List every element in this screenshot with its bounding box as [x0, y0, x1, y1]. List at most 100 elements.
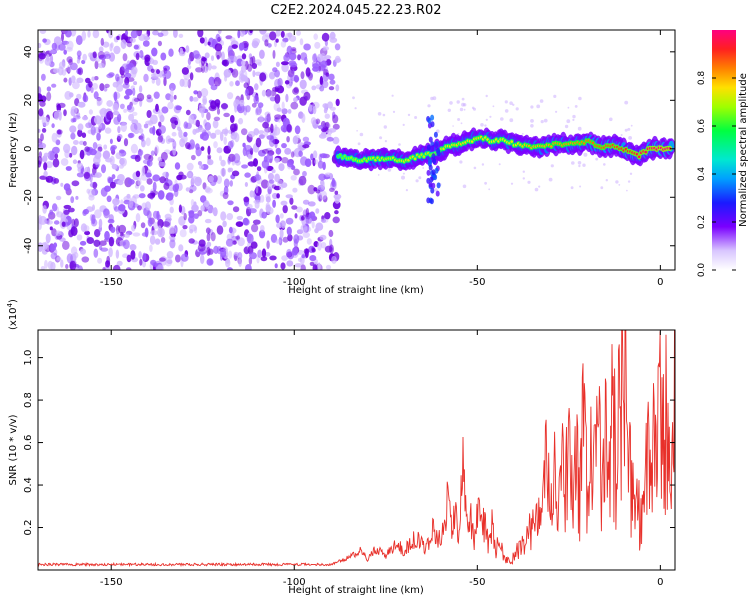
snr-y-axis-label: SNR (10 * v/v)	[8, 414, 19, 485]
noise-blob	[183, 131, 188, 137]
noise-blob	[112, 102, 119, 112]
noise-blob	[236, 215, 243, 221]
noise-blob	[293, 238, 298, 249]
noise-blob	[129, 244, 137, 251]
noise-blob	[322, 80, 329, 89]
noise-blob	[92, 51, 97, 59]
noise-blob	[329, 37, 338, 43]
noise-blob	[157, 40, 162, 47]
ridge-core	[637, 155, 641, 159]
noise-blob	[304, 248, 309, 259]
noise-blob	[82, 53, 87, 62]
sparse-blob	[509, 101, 513, 105]
noise-blob	[262, 121, 269, 129]
noise-blob	[169, 95, 174, 103]
noise-blob	[276, 85, 285, 94]
sparse-blob	[498, 163, 501, 166]
sparse-blob	[572, 118, 575, 121]
noise-blob	[278, 163, 285, 172]
snr-frame	[37, 329, 676, 571]
noise-blob	[287, 109, 292, 114]
noise-blob	[261, 159, 270, 169]
noise-blob	[185, 187, 190, 192]
noise-blob	[109, 181, 116, 189]
noise-blob	[158, 161, 167, 167]
noise-blob	[38, 42, 42, 49]
noise-blob	[98, 46, 104, 53]
noise-blob	[169, 239, 176, 249]
noise-blob	[110, 42, 114, 48]
sparse-blob	[447, 108, 451, 113]
noise-blob	[164, 256, 173, 267]
noise-blob	[215, 33, 221, 43]
noise-blob	[329, 106, 336, 111]
noise-blob	[134, 154, 141, 162]
noise-blob	[76, 93, 82, 100]
noise-blob	[52, 146, 60, 154]
sparse-blob	[609, 117, 613, 122]
y-tick-label: 0	[23, 146, 34, 152]
noise-blob	[51, 83, 57, 88]
noise-blob	[102, 150, 111, 160]
sparse-blob	[577, 126, 582, 131]
noise-blob	[229, 180, 233, 187]
noise-blob	[312, 150, 318, 159]
noise-blob	[238, 73, 246, 83]
noise-blob	[88, 52, 93, 58]
noise-blob	[243, 82, 249, 89]
noise-blob	[69, 125, 77, 133]
sparse-blob	[626, 189, 628, 192]
noise-blob	[212, 207, 218, 215]
noise-blob	[94, 229, 101, 238]
noise-blob	[289, 197, 294, 205]
sparse-blob	[566, 119, 571, 124]
sparse-blob	[354, 107, 357, 110]
noise-blob	[83, 141, 87, 146]
noise-blob	[219, 155, 222, 162]
noise-blob	[203, 36, 208, 47]
noise-blob	[302, 231, 310, 238]
sparse-blob	[615, 180, 619, 184]
noise-blob	[118, 164, 124, 169]
x-tick-label: -100	[283, 277, 306, 288]
noise-blob	[132, 87, 136, 96]
sparse-blob	[387, 168, 392, 172]
noise-blob	[198, 103, 206, 114]
noise-blob	[227, 167, 232, 173]
noise-blob	[63, 109, 67, 117]
noise-blob	[205, 227, 211, 234]
noise-blob	[189, 185, 197, 192]
noise-blob	[217, 30, 222, 35]
noise-blob	[235, 80, 240, 87]
noise-blob	[324, 55, 332, 60]
noise-blob	[288, 52, 297, 61]
noise-blob	[130, 30, 138, 39]
sparse-blob	[461, 97, 465, 101]
sparse-blob	[624, 100, 629, 105]
noise-blob	[208, 76, 215, 86]
sparse-blob	[538, 185, 541, 188]
noise-blob	[251, 55, 256, 65]
noise-blob	[234, 132, 240, 143]
noise-blob	[100, 37, 105, 46]
noise-blob	[106, 110, 114, 121]
noise-blob	[269, 31, 277, 41]
snr-panel: -150 -100 -50 0 0.2 0.4 0.6 0.8 1.0 Height of s…	[6, 299, 676, 596]
noise-blob	[301, 254, 306, 259]
noise-blob	[72, 159, 78, 164]
sparse-blob	[578, 164, 581, 168]
noise-blob	[186, 172, 192, 178]
noise-blob	[86, 188, 91, 194]
noise-blob	[268, 172, 274, 181]
sparse-blob	[628, 136, 632, 140]
noise-blob	[106, 195, 112, 203]
sparse-blob	[504, 100, 508, 104]
noise-blob	[292, 135, 299, 145]
noise-blob	[181, 67, 189, 75]
noise-blob	[200, 254, 205, 265]
noise-blob	[92, 181, 98, 190]
noise-blob	[230, 115, 235, 123]
noise-blob	[163, 76, 167, 87]
noise-blob	[285, 217, 294, 225]
noise-blob	[320, 60, 328, 68]
